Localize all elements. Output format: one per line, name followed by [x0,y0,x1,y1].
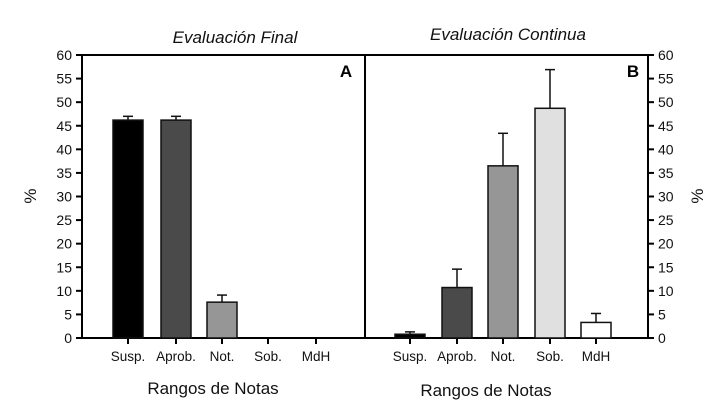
y-tick-label-left: 45 [56,118,72,134]
bar [112,119,144,339]
x-axis-title-b: Rangos de Notas [420,381,551,400]
y-tick-label-right: 60 [658,47,674,63]
bar [534,107,566,339]
y-tick-label-left: 20 [56,236,72,252]
y-axis-left: 0 5 10 15 20 25 30 35 40 45 50 55 60 [56,47,82,346]
panel-b-letter: B [627,62,639,81]
y-tick-label-right: 45 [658,118,674,134]
y-tick-label-right: 30 [658,189,674,205]
y-tick-label-right: 10 [658,283,674,299]
y-tick-label-right: 50 [658,94,674,110]
y-axis-right: 0 5 10 15 20 25 30 35 40 45 50 55 60 [648,47,674,346]
x-tick-label: Susp. [111,349,146,364]
panel-b-title: Evaluación Continua [430,25,586,44]
y-axis-title-right: % [688,188,707,203]
y-tick-label-right: 40 [658,141,674,157]
bar [580,321,612,339]
x-tick-label: Aprob. [437,349,477,364]
y-tick-label-left: 5 [64,306,72,322]
x-tick-label: Not. [491,349,516,364]
x-tick-label: MdH [302,349,331,364]
x-tick-label: Susp. [393,349,428,364]
y-tick-label-left: 40 [56,141,72,157]
y-axis-title-left: % [21,188,40,203]
x-axis-title-a: Rangos de Notas [147,379,278,398]
y-tick-label-right: 5 [658,306,666,322]
x-tick-label: MdH [582,349,611,364]
panel-b: Susp. Aprob. Not. Sob. MdH [393,68,612,364]
y-tick-label-left: 15 [56,259,72,275]
bar [487,165,519,339]
bar [441,286,473,339]
bar [394,333,426,339]
y-tick-label-right: 25 [658,212,674,228]
panel-a: Susp. Aprob. Not. Sob. MdH [111,115,331,364]
y-tick-label-left: 10 [56,283,72,299]
y-tick-label-left: 55 [56,71,72,87]
x-tick-label: Aprob. [156,349,196,364]
x-tick-label: Sob. [536,349,564,364]
x-tick-label: Not. [210,349,235,364]
y-tick-label-right: 15 [658,259,674,275]
bar [206,301,238,339]
y-tick-label-left: 35 [56,165,72,181]
y-tick-label-left: 60 [56,47,72,63]
y-tick-label-left: 25 [56,212,72,228]
panel-a-letter: A [340,62,352,81]
y-tick-label-right: 55 [658,71,674,87]
y-tick-label-left: 50 [56,94,72,110]
y-tick-label-right: 0 [658,330,666,346]
y-tick-label-right: 20 [658,236,674,252]
panel-a-title: Evaluación Final [173,28,299,47]
bar [160,119,192,339]
y-tick-label-right: 35 [658,165,674,181]
x-tick-label: Sob. [254,349,282,364]
y-tick-label-left: 0 [64,330,72,346]
y-tick-label-left: 30 [56,189,72,205]
